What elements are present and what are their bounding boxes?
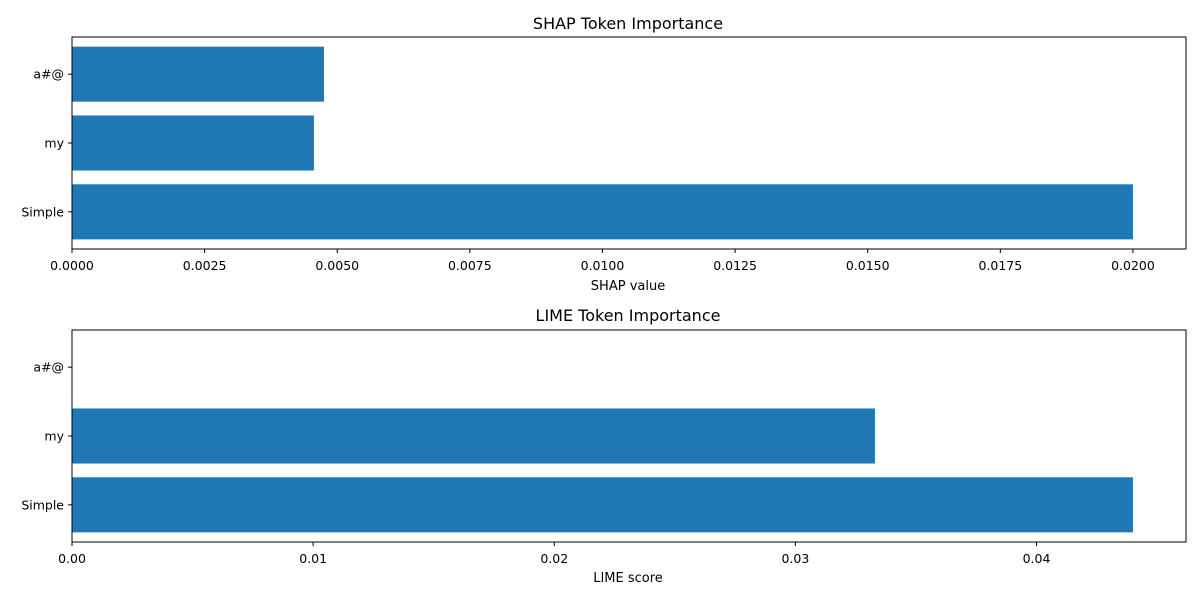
lime-bar-1 <box>72 408 875 464</box>
shap-x-tick-label-6: 0.0150 <box>846 258 890 273</box>
shap-x-tick-label-8: 0.0200 <box>1111 258 1155 273</box>
shap-y-tick-label-1: my <box>44 136 64 151</box>
shap-plot-area: Simple my a#@ 0.0000 0.0025 0.0050 0.0075 0.010… <box>21 46 1155 273</box>
lime-x-tick-label-0: 0.00 <box>58 551 86 566</box>
shap-x-tick-label-1: 0.0025 <box>183 258 227 273</box>
lime-y-tick-label-0: Simple <box>21 497 64 512</box>
lime-y-tick-label-2: a#@ <box>33 360 64 375</box>
shap-x-tick-label-2: 0.0050 <box>315 258 359 273</box>
lime-axes-frame <box>71 329 1187 543</box>
lime-chart: LIME Token Importance Simple my a#@ 0.00 0.0… <box>21 306 1187 586</box>
shap-bar-2 <box>72 46 324 102</box>
shap-bar-1 <box>72 115 314 171</box>
shap-x-tick-label-0: 0.0000 <box>50 258 94 273</box>
shap-x-axis-label: SHAP value <box>591 279 665 294</box>
lime-chart-title: LIME Token Importance <box>536 306 721 325</box>
lime-x-tick-label-1: 0.01 <box>299 551 327 566</box>
shap-chart: SHAP Token Importance Simple my a#@ 0.0000 0… <box>21 14 1187 294</box>
shap-x-tick-label-4: 0.0100 <box>581 258 625 273</box>
lime-x-tick-label-2: 0.02 <box>540 551 568 566</box>
shap-chart-title: SHAP Token Importance <box>533 14 723 33</box>
lime-bar-0 <box>72 477 1133 533</box>
lime-x-axis-label: LIME score <box>593 571 663 586</box>
shap-y-tick-label-0: Simple <box>21 204 64 219</box>
lime-x-tick-label-4: 0.04 <box>1023 551 1051 566</box>
lime-x-tick-label-3: 0.03 <box>781 551 809 566</box>
lime-plot-area: Simple my a#@ 0.00 0.01 0.02 0.03 0.04 <box>21 360 1133 566</box>
shap-axes-frame <box>71 36 1187 250</box>
shap-bar-0 <box>72 184 1133 240</box>
shap-x-tick-label-5: 0.0125 <box>713 258 757 273</box>
lime-y-tick-label-1: my <box>44 429 64 444</box>
shap-x-tick-label-7: 0.0175 <box>978 258 1022 273</box>
shap-x-tick-label-3: 0.0075 <box>448 258 492 273</box>
shap-y-tick-label-2: a#@ <box>33 67 64 82</box>
